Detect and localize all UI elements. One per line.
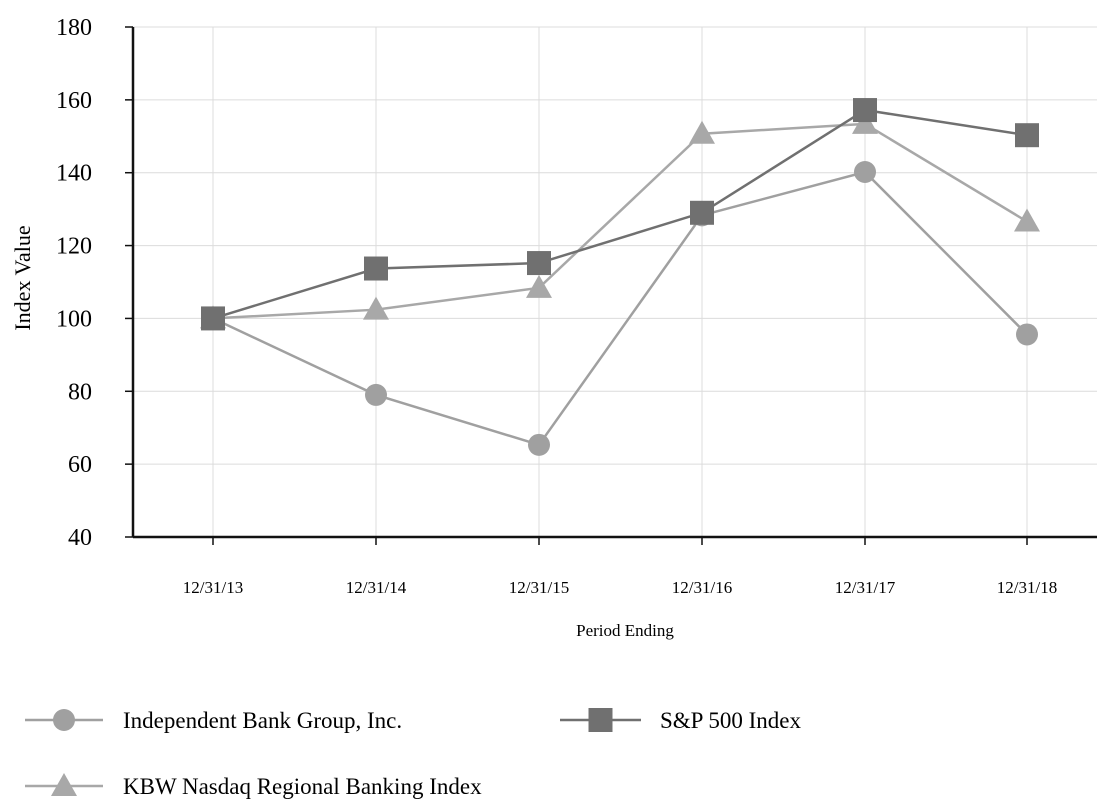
x-axis-title: Period Ending: [576, 621, 674, 640]
series-line: [212, 170, 1028, 447]
y-tick-labels: 40 60 80 100 120 140 160 180: [56, 15, 92, 551]
series-line: [212, 108, 1028, 320]
legend-marker: [588, 708, 613, 732]
legend-label: KBW Nasdaq Regional Banking Index: [123, 774, 482, 799]
y-tick-label: 60: [68, 452, 92, 478]
legend-marker: [53, 709, 75, 731]
y-axis-title: Index Value: [10, 225, 35, 330]
data-point: [201, 306, 225, 331]
data-point: [853, 98, 877, 123]
data-point: [689, 120, 715, 144]
x-tick-label: 12/31/13: [183, 578, 243, 597]
series-line: [212, 122, 1028, 320]
y-tick-label: 100: [56, 306, 92, 332]
data-point: [528, 433, 550, 456]
x-tick-label: 12/31/17: [835, 578, 896, 597]
x-tick-label: 12/31/15: [509, 578, 569, 597]
legend-marker: [51, 773, 77, 796]
data-point: [1016, 323, 1038, 346]
gridlines: [133, 26, 1097, 537]
x-tick-labels: 12/31/13 12/31/14 12/31/15 12/31/16 12/31/17…: [183, 578, 1057, 597]
data-point: [852, 110, 878, 134]
data-point: [526, 274, 552, 298]
data-point: [854, 160, 876, 183]
legend-label: Independent Bank Group, Inc.: [123, 708, 402, 733]
legend-item: KBW Nasdaq Regional Banking Index: [25, 773, 482, 799]
legend-label: S&P 500 Index: [660, 708, 801, 733]
legend: Independent Bank Group, Inc. S&P 500 Inde…: [25, 708, 801, 799]
axes: [125, 26, 1097, 545]
series-circle: [202, 160, 1038, 456]
data-point: [363, 296, 389, 320]
y-tick-label: 120: [56, 234, 92, 260]
series-layer: [200, 98, 1040, 456]
x-tick-label: 12/31/16: [672, 578, 732, 597]
data-point: [364, 256, 388, 281]
data-point: [365, 383, 387, 406]
data-point: [1014, 208, 1040, 232]
legend-item: Independent Bank Group, Inc.: [25, 708, 402, 733]
data-point: [527, 251, 551, 276]
y-tick-label: 140: [56, 161, 92, 187]
x-tick-label: 12/31/18: [997, 578, 1057, 597]
data-point: [1015, 123, 1039, 148]
series-square: [201, 98, 1039, 331]
data-point: [690, 200, 714, 225]
y-tick-label: 80: [68, 379, 92, 405]
y-tick-label: 160: [56, 88, 92, 114]
x-tick-label: 12/31/14: [346, 578, 407, 597]
y-tick-label: 40: [68, 525, 92, 551]
legend-item: S&P 500 Index: [560, 708, 801, 733]
y-tick-label: 180: [56, 15, 92, 41]
